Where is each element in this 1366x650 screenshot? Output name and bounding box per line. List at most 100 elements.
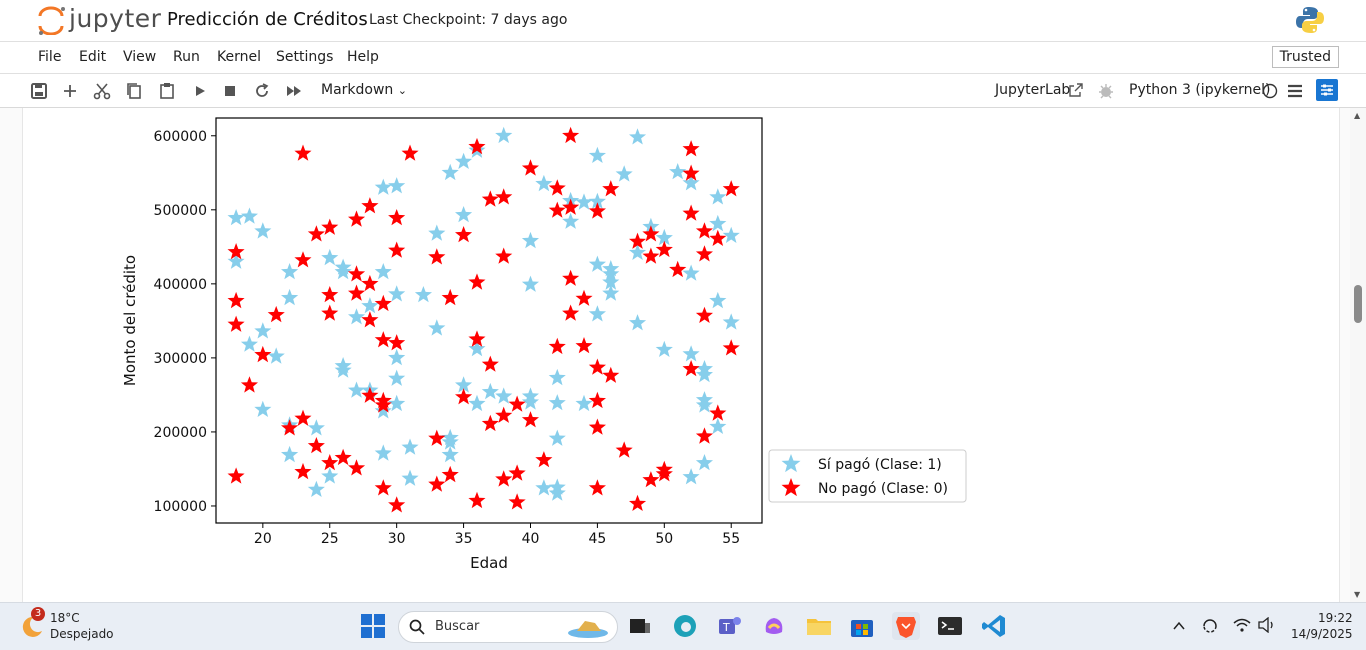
cut-icon[interactable] [92,81,112,101]
clock-date[interactable]: 14/9/2025 [1291,627,1353,641]
taskbar-app-explorer[interactable] [805,612,833,640]
point-paid [548,478,566,495]
search-placeholder: Buscar [435,619,480,634]
point-unpaid [240,376,258,393]
chevron-up-icon[interactable] [1172,619,1186,633]
point-paid [629,314,647,331]
scroll-down-icon[interactable]: ▼ [1354,590,1361,599]
point-paid [521,231,539,249]
point-unpaid [361,197,379,214]
cell-type-select[interactable]: Markdown ⌄ [321,82,407,98]
y-tick-label: 100000 [154,499,207,515]
scrollbar[interactable]: ▲ ▼ [1350,108,1366,602]
x-tick-label: 50 [655,531,673,547]
menu-file[interactable]: File [38,49,62,65]
external-link-icon[interactable] [1068,82,1084,98]
menu-help[interactable]: Help [347,49,379,65]
restart-icon[interactable] [252,81,272,101]
point-paid [240,335,258,352]
menu-edit[interactable]: Edit [79,49,107,65]
point-paid [388,394,406,412]
search-icon [409,619,425,635]
point-unpaid [307,225,325,242]
point-paid [374,178,392,195]
trusted-indicator[interactable]: Trusted [1271,46,1339,68]
sync-icon[interactable] [1201,617,1219,635]
point-unpaid [642,471,660,488]
menu-lines-icon[interactable] [1285,81,1305,101]
point-paid [709,417,727,434]
search-highlight-icon [568,621,608,638]
debugger-icon[interactable] [1097,82,1115,100]
volume-icon[interactable] [1257,617,1277,633]
point-unpaid [374,396,392,413]
y-tick-label: 500000 [154,203,207,219]
scroll-up-icon[interactable]: ▲ [1354,111,1361,120]
run-icon[interactable] [190,81,210,101]
paste-icon[interactable] [157,81,177,101]
wifi-icon[interactable] [1233,617,1251,633]
point-paid [468,340,486,357]
weather-desc: Despejado [50,627,114,641]
point-paid [455,206,473,223]
point-unpaid [481,190,499,207]
store-icon [851,620,873,637]
save-icon[interactable] [29,81,49,101]
weather-temp: 18°C [50,611,80,625]
menu-settings[interactable]: Settings [276,49,334,65]
chevron-down-icon: ⌄ [397,84,407,97]
point-paid [388,285,406,302]
point-paid [709,214,727,232]
taskbar-app-vscode[interactable] [980,612,1008,640]
taskbar-search[interactable]: Buscar [398,611,618,643]
point-paid [695,365,713,383]
point-unpaid [548,337,566,355]
weather-moon-icon[interactable] [20,611,44,639]
point-unpaid [602,180,620,197]
point-paid [468,394,486,412]
menu-view[interactable]: View [123,49,157,65]
jupyterlab-link[interactable]: JupyterLab [995,82,1070,98]
jupyter-logo-icon[interactable] [34,5,159,35]
point-unpaid [575,337,593,354]
top-bar: jupyter Predicción de Créditos Last Chec… [0,0,1366,42]
svg-text:T: T [722,621,730,634]
point-paid [588,146,606,163]
weather-badge: 3 [31,607,45,621]
point-unpaid [468,137,486,155]
legend-label: No pagó (Clase: 0) [818,481,948,497]
plot-frame [215,117,763,524]
clock-time[interactable]: 19:22 [1318,611,1353,625]
taskbar-app-task-view[interactable] [626,612,654,640]
point-unpaid [495,406,513,423]
point-unpaid [508,464,526,481]
notebook-title[interactable]: Predicción de Créditos [167,9,368,30]
stop-icon[interactable] [220,81,240,101]
kernel-name[interactable]: Python 3 (ipykernel) [1129,82,1271,98]
property-inspector-icon[interactable] [1316,79,1338,101]
menu-kernel[interactable]: Kernel [217,49,261,65]
checkpoint-status: Last Checkpoint: 7 days ago [369,12,568,28]
windows-start-icon[interactable] [361,614,385,638]
point-unpaid [709,229,727,246]
jupyterlab-link-label: JupyterLab [995,82,1071,98]
point-paid [267,347,285,364]
taskbar-app-store[interactable] [848,612,876,640]
point-paid [254,222,272,239]
taskbar-app-copilot[interactable] [760,612,788,640]
scrollbar-thumb[interactable] [1354,285,1362,323]
taskbar-app-terminal[interactable] [936,612,964,640]
point-unpaid [348,459,366,476]
point-paid [428,319,446,336]
point-unpaid [227,291,245,309]
taskbar-app-edge[interactable] [671,612,699,640]
taskbar-app-teams[interactable]: T [716,612,744,640]
taskbar-app-brave[interactable] [892,612,920,640]
task-view-icon [630,619,650,633]
point-paid [548,429,566,446]
menu-run[interactable]: Run [173,49,200,65]
legend-marker [781,454,801,473]
add-cell-icon[interactable] [60,81,80,101]
copy-icon[interactable] [124,81,144,101]
fast-forward-icon[interactable] [284,81,304,101]
